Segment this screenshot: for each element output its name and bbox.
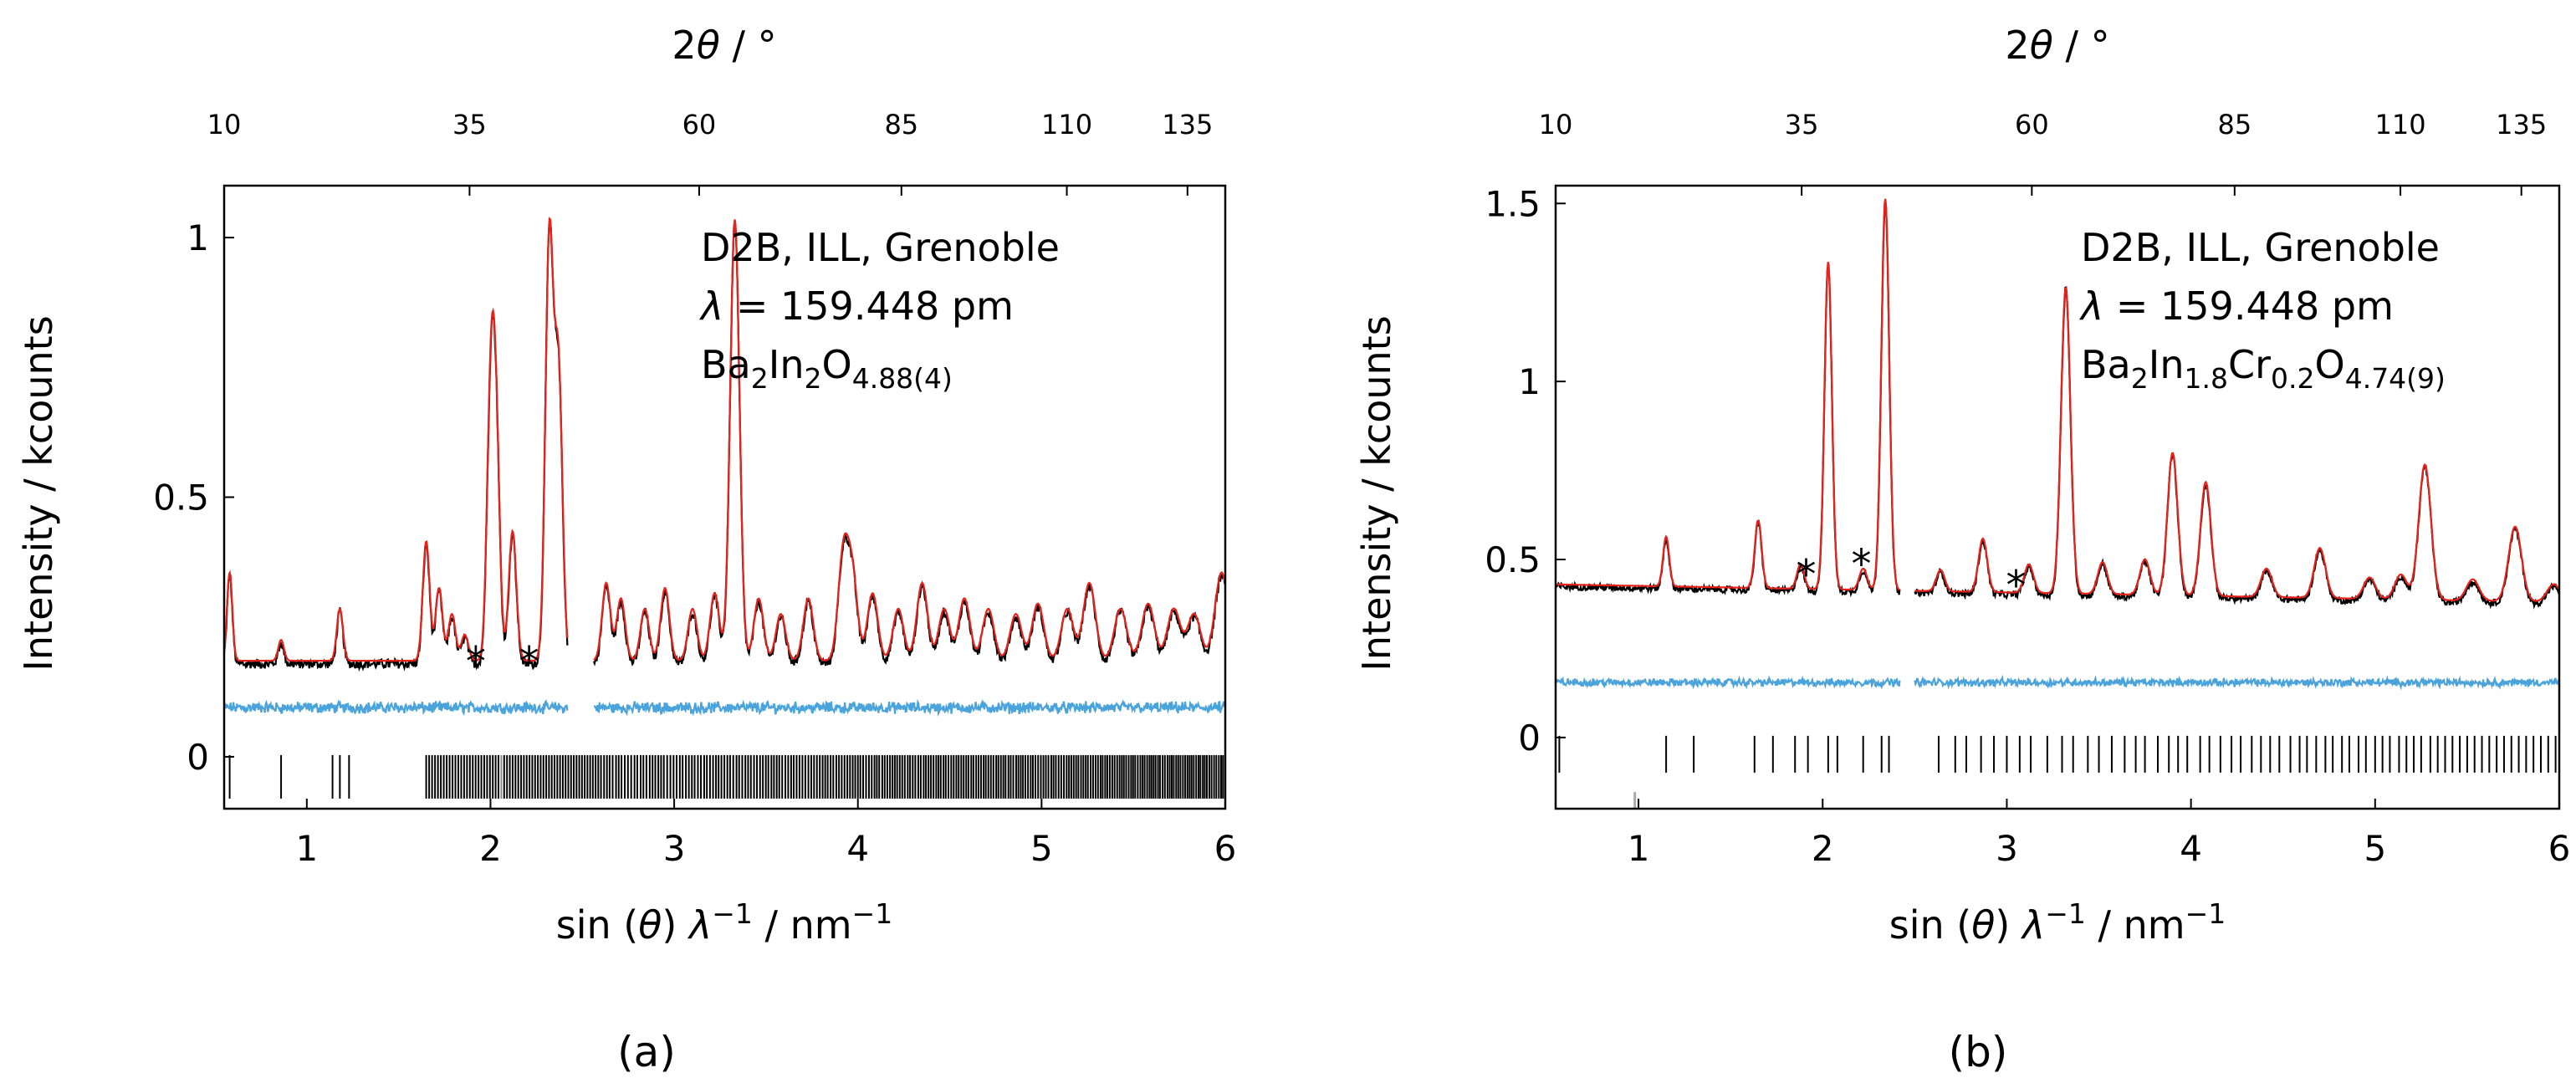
- panel-b-ticks: 1 2 3 4 5 600.511.510 35 60 85 110 135: [1485, 109, 2570, 869]
- panel-a-calculated-series: [222, 217, 1227, 662]
- panel-a-marks: * *: [222, 217, 1227, 799]
- panel-a-y-tick-label: 0.5: [153, 478, 209, 519]
- panel-b-label: (b): [1949, 1028, 2008, 1076]
- panel-a-impurity-asterisk: *: [466, 638, 486, 685]
- panel-a-x-tick-label: 4: [846, 828, 869, 869]
- panel-a-impurity-asterisk: *: [519, 639, 539, 686]
- panel-b-marks: * * *: [1555, 198, 2561, 809]
- panel-a-top-tick-label: 110: [1041, 109, 1092, 140]
- panel-a-x-axis-title: sin (θ) λ−1 / nm−1: [556, 897, 892, 948]
- panel-b-top-tick-label: 85: [2217, 109, 2251, 140]
- panel-a-label: (a): [617, 1028, 676, 1076]
- panel-a-top-tick-label: 10: [207, 109, 242, 140]
- panel-b-difference-series: [1555, 674, 2561, 691]
- panel-a-x-tick-label: 5: [1030, 828, 1053, 869]
- panel-b-x-tick-label: 6: [2548, 828, 2571, 869]
- panel-a-x-tick-label: 3: [663, 828, 686, 869]
- panel-a-difference-series: [222, 698, 1227, 717]
- panel-b-x-tick-label: 1: [1628, 828, 1650, 869]
- panel-b-top-tick-label: 60: [2015, 109, 2049, 140]
- panel-b-y-tick-label: 0.5: [1485, 539, 1541, 580]
- panel-a-top-axis-title: 2θ / °: [672, 23, 776, 68]
- panel-b-y-tick-label: 1: [1518, 361, 1541, 402]
- panel-b-top-tick-label: 10: [1539, 109, 1573, 140]
- panel-a-top-tick-label: 60: [682, 109, 717, 140]
- panel-b-impurity-asterisk: *: [2006, 563, 2026, 610]
- panel-a-top-tick-label: 35: [452, 109, 487, 140]
- panel-a-instrument-label: D2B, ILL, Grenoble: [701, 225, 1060, 270]
- panel-b-impurity-asterisk: *: [1852, 541, 1872, 588]
- panel-b-x-tick-label: 3: [1996, 828, 2018, 869]
- panel-b: * * * 1 2 3 4 5 600.511.510 35 60 85 110 135 2θ / ° …: [1354, 23, 2570, 1076]
- panel-a-y-axis-title: Intensity / kcounts: [16, 315, 61, 671]
- panel-b-plot-frame: [1554, 184, 2561, 810]
- panel-b-x-axis-title: sin (θ) λ−1 / nm−1: [1889, 897, 2226, 948]
- panel-a-formula-label: Ba2In2O4.88(4): [701, 342, 953, 395]
- panel-a-x-tick-label: 1: [295, 828, 318, 869]
- panel-b-top-tick-label: 35: [1785, 109, 1819, 140]
- panel-b-top-axis-title: 2θ / °: [2005, 23, 2109, 68]
- panel-a-y-tick-label: 0: [187, 737, 209, 778]
- panel-a-top-tick-label: 85: [884, 109, 918, 140]
- panel-b-y-tick-label: 1.5: [1485, 183, 1541, 224]
- panel-b-y-tick-label: 0: [1518, 718, 1541, 759]
- panel-a-x-tick-label: 6: [1214, 828, 1237, 869]
- panel-b-x-tick-label: 5: [2364, 828, 2386, 869]
- panel-b-formula-label: Ba2In1.8Cr0.2O4.74(9): [2081, 342, 2446, 395]
- panel-a-x-tick-label: 2: [479, 828, 502, 869]
- panel-b-instrument-label: D2B, ILL, Grenoble: [2081, 225, 2440, 270]
- panel-a-top-tick-label: 135: [1162, 109, 1213, 140]
- panel-a-wavelength-label: λ = 159.448 pm: [698, 284, 1014, 329]
- panel-b-impurity-asterisk: *: [1796, 552, 1816, 599]
- panel-b-annotation: D2B, ILL, Grenoble λ = 159.448 pm Ba2In1…: [2078, 225, 2446, 395]
- panel-b-top-tick-label: 110: [2375, 109, 2426, 140]
- panel-b-top-tick-label: 135: [2496, 109, 2547, 140]
- panel-b-wavelength-label: λ = 159.448 pm: [2078, 284, 2394, 329]
- panel-a-y-tick-label: 1: [187, 217, 209, 258]
- panel-a-plot-frame: [222, 184, 1227, 810]
- panel-a-annotation: D2B, ILL, Grenoble λ = 159.448 pm Ba2In2…: [698, 225, 1060, 395]
- panel-b-calculated-series: [1556, 198, 2560, 602]
- panel-b-x-tick-label: 2: [1812, 828, 1834, 869]
- panel-b-x-tick-label: 4: [2180, 828, 2202, 869]
- panel-b-y-axis-title: Intensity / kcounts: [1354, 315, 1399, 671]
